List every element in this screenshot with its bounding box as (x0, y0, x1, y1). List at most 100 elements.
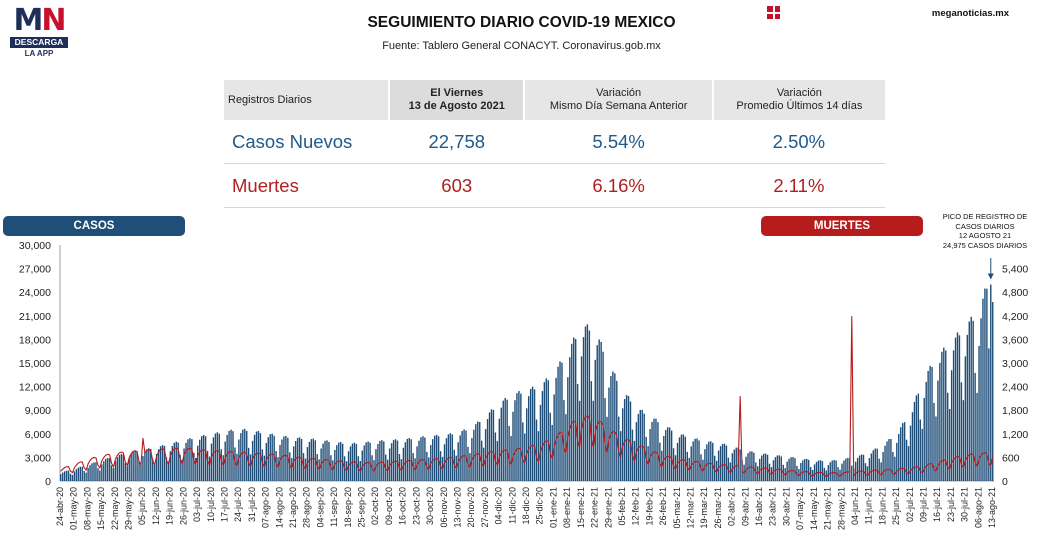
casos-bar (845, 458, 847, 481)
x-tick-label: 24-jul-20 (233, 487, 243, 522)
casos-bar (249, 454, 252, 481)
casos-bar (819, 460, 822, 481)
casos-bar (424, 437, 426, 481)
casos-bar (760, 455, 763, 481)
casos-bar (377, 443, 379, 481)
casos-bar (929, 365, 931, 481)
x-tick-label: 12-feb-21 (631, 487, 641, 526)
casos-bar (136, 451, 138, 481)
x-tick-label: 02-jul-21 (905, 487, 915, 522)
x-tick-label: 10-jul-20 (206, 487, 216, 522)
casos-bar (907, 446, 910, 481)
casos-bar (502, 400, 504, 481)
x-tick-label: 16-abr-21 (754, 487, 764, 526)
casos-bar (847, 457, 849, 481)
casos-bar (557, 366, 559, 481)
x-tick-label: 02-abr-21 (727, 487, 737, 526)
casos-bar (146, 449, 148, 481)
casos-bar (406, 438, 408, 481)
casos-bar (606, 416, 608, 481)
casos-bar (60, 474, 62, 481)
casos-bar (872, 450, 875, 481)
logo-download-bar: DESCARGA (10, 37, 68, 48)
casos-bar (933, 402, 935, 481)
casos-bar (73, 471, 76, 481)
casos-bar (152, 459, 154, 481)
casos-bar (185, 442, 187, 481)
casos-bar (684, 436, 687, 481)
casos-bar (909, 425, 912, 481)
casos-bar (835, 460, 837, 481)
casos-bar (915, 395, 918, 481)
casos-bar (860, 454, 863, 481)
casos-bar (717, 450, 720, 481)
x-tick-label: 25-dic-20 (535, 487, 545, 525)
casos-bar (367, 441, 369, 481)
casos-bar (161, 445, 164, 481)
casos-bar (418, 440, 420, 481)
casos-bar (369, 442, 371, 481)
casos-bar (874, 448, 876, 481)
casos-bar (774, 457, 777, 481)
peak-arrow-head (987, 273, 994, 280)
casos-bar (878, 458, 880, 481)
casos-bar (97, 468, 99, 481)
muertes-label: Muertes (224, 163, 389, 208)
casos-bar (950, 370, 953, 481)
x-tick-label: 07-ago-20 (261, 487, 271, 528)
y-tick-right: 3,000 (1002, 358, 1028, 370)
casos-bar (578, 400, 581, 481)
casos-bar (291, 458, 293, 481)
casos-bar (140, 464, 142, 481)
casos-bar (806, 458, 808, 481)
casos-bar (61, 472, 64, 481)
casos-bar (537, 431, 540, 481)
x-tick-label: 06-nov-20 (439, 487, 449, 528)
casos-bar (475, 424, 477, 481)
casos-bar (813, 464, 816, 481)
casos-bar (179, 455, 181, 481)
casos-bar (155, 454, 158, 481)
x-tick-label: 31-jul-20 (247, 487, 257, 522)
page-title: SEGUIMIENTO DIARIO COVID-19 MEXICO (367, 14, 676, 31)
casos-bar (610, 376, 612, 481)
casos-bar (69, 473, 72, 481)
y-tick-left: 3,000 (25, 452, 51, 464)
site-name[interactable]: meganoticias.mx (931, 8, 1009, 19)
casos-bar (563, 400, 565, 481)
casos-bar (739, 449, 741, 481)
casos-bar (663, 436, 665, 481)
casos-bar (516, 393, 518, 481)
casos-bar (490, 409, 493, 481)
casos-bar (89, 465, 91, 481)
casos-bar (571, 343, 573, 481)
casos-bar (206, 450, 209, 481)
casos-bar (310, 439, 313, 481)
casos-bar (165, 457, 168, 481)
casos-bar (827, 465, 829, 481)
y-tick-right: 2,400 (1002, 382, 1028, 394)
casos-bar (105, 459, 107, 481)
casos-bar (802, 460, 804, 481)
y-tick-left: 21,000 (19, 311, 51, 323)
casos-bar (500, 407, 502, 481)
casos-bar (854, 461, 857, 481)
casos-bar (776, 455, 779, 481)
x-tick-label: 28-may-21 (836, 487, 846, 530)
casos-bar (943, 347, 945, 481)
casos-bar (484, 429, 487, 481)
casos-bar (749, 451, 751, 481)
casos-bar (982, 298, 984, 481)
casos-bar (649, 429, 651, 481)
casos-bar (931, 366, 933, 481)
casos-bar (586, 324, 589, 481)
grid-icon[interactable] (767, 6, 780, 19)
casos-bar (257, 431, 260, 481)
logo[interactable]: MN DESCARGA LA APP (10, 6, 68, 59)
casos-bar (780, 456, 782, 481)
casos-bar (189, 438, 191, 481)
casos-bar (212, 437, 215, 481)
x-tick-label: 24-abr-20 (55, 487, 65, 526)
casos-bar (202, 434, 205, 481)
casos-bar (204, 436, 207, 481)
